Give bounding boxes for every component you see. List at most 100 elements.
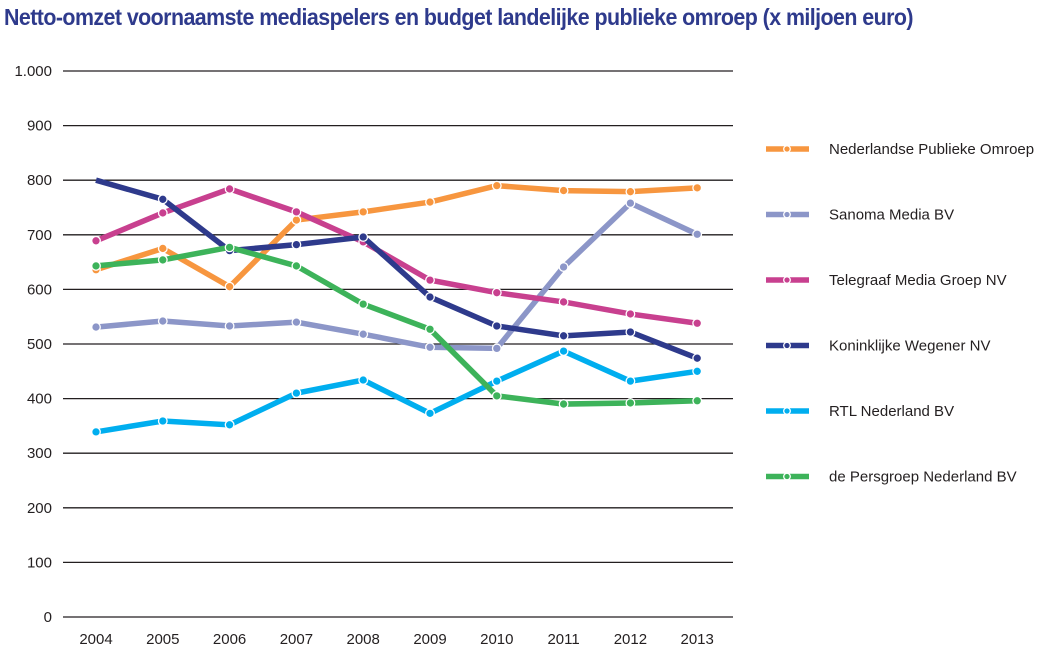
data-point xyxy=(558,346,569,357)
legend-item: Koninklijke Wegener NV xyxy=(766,338,990,355)
data-point xyxy=(692,182,703,193)
data-point xyxy=(358,232,369,242)
y-tick-label: 400 xyxy=(27,391,52,408)
series-line xyxy=(95,244,698,407)
data-point xyxy=(291,388,302,399)
data-point xyxy=(692,395,703,406)
data-point xyxy=(91,426,101,437)
series-nederlandse-publieke-omroep xyxy=(91,180,703,292)
legend-swatch-marker xyxy=(783,407,791,415)
series-line xyxy=(95,177,699,361)
data-point xyxy=(224,321,235,331)
legend-item: Nederlandse Publieke Omroep xyxy=(766,141,1034,158)
data-point xyxy=(224,183,235,194)
x-tick-label: 2005 xyxy=(146,631,179,648)
data-point xyxy=(224,419,235,430)
x-tick-label: 2011 xyxy=(547,631,579,648)
x-tick-label: 2012 xyxy=(614,631,647,648)
data-point xyxy=(425,342,435,353)
series-de-persgroep-nederland-bv xyxy=(91,242,703,410)
legend-item: Sanoma Media BV xyxy=(766,207,954,224)
legend-swatch-marker xyxy=(783,210,791,219)
x-tick-label: 2004 xyxy=(79,631,112,648)
legend-label: Koninklijke Wegener NV xyxy=(829,338,990,355)
data-point xyxy=(558,399,569,410)
x-tick-label: 2013 xyxy=(681,631,714,648)
y-tick-label: 700 xyxy=(27,227,52,244)
data-point xyxy=(625,398,636,408)
legend-swatch-marker xyxy=(783,276,791,284)
data-point xyxy=(558,330,569,341)
data-point xyxy=(291,260,302,271)
data-point xyxy=(625,186,636,197)
data-point xyxy=(491,376,502,387)
x-tick-label: 2008 xyxy=(347,631,380,648)
data-point xyxy=(358,375,369,385)
data-point xyxy=(692,318,703,329)
legend-swatch-marker xyxy=(783,145,791,153)
series-koninklijke-wegener-nv xyxy=(95,177,703,364)
series-line xyxy=(95,182,698,291)
data-point xyxy=(224,281,235,292)
data-point xyxy=(224,242,235,253)
y-tick-label: 600 xyxy=(27,281,52,298)
legend-swatch-marker xyxy=(783,341,791,350)
x-tick-label: 2007 xyxy=(280,631,313,648)
legend-item: Telegraaf Media Groep NV xyxy=(766,272,1007,289)
legend-item: de Persgroep Nederland BV xyxy=(766,469,1017,486)
data-point xyxy=(358,329,369,340)
data-point xyxy=(558,262,569,272)
legend-label: RTL Nederland BV xyxy=(829,403,954,420)
series-line xyxy=(95,199,699,352)
data-point xyxy=(625,327,636,337)
y-tick-label: 200 xyxy=(27,500,52,517)
data-point xyxy=(425,292,435,302)
y-tick-label: 800 xyxy=(27,172,52,189)
y-tick-label: 900 xyxy=(27,118,52,135)
series-line xyxy=(94,186,698,326)
data-point xyxy=(491,180,502,191)
x-axis-ticks: 2004 2005 2006 2007 2008 2009 2010 2011 2012 2013 xyxy=(79,631,714,648)
data-point xyxy=(692,353,703,364)
data-point xyxy=(157,208,168,218)
data-point xyxy=(358,299,369,310)
data-point xyxy=(91,260,101,271)
data-point xyxy=(91,322,101,333)
data-point xyxy=(425,275,435,286)
y-tick-label: 300 xyxy=(27,445,52,462)
x-tick-label: 2010 xyxy=(480,631,513,648)
data-point xyxy=(157,254,168,265)
chart-title: Netto-omzet voornaamste mediaspelers en … xyxy=(4,4,914,30)
x-tick-label: 2006 xyxy=(213,631,246,648)
data-point xyxy=(291,239,302,250)
legend-label: Telegraaf Media Groep NV xyxy=(829,272,1007,289)
data-point xyxy=(157,194,168,205)
y-tick-label: 500 xyxy=(27,336,52,353)
data-point xyxy=(491,321,502,331)
data-point xyxy=(625,309,636,319)
data-point xyxy=(491,287,502,298)
legend: Nederlandse Publieke Omroep Sanoma Media … xyxy=(766,141,1034,486)
legend-label: Nederlandse Publieke Omroep xyxy=(829,141,1034,158)
data-point xyxy=(425,408,435,419)
data-point xyxy=(358,206,369,217)
data-point xyxy=(692,229,703,240)
legend-label: de Persgroep Nederland BV xyxy=(829,469,1017,486)
data-point xyxy=(157,243,168,254)
data-point xyxy=(291,215,302,226)
legend-item: RTL Nederland BV xyxy=(766,403,954,420)
data-point xyxy=(558,297,569,307)
series-lines xyxy=(91,177,703,437)
series-rtl-nederland-bv xyxy=(91,346,703,437)
y-tick-label: 100 xyxy=(27,554,52,571)
y-tick-label: 1.000 xyxy=(14,63,52,80)
gridlines xyxy=(63,70,733,618)
x-tick-label: 2009 xyxy=(413,631,446,648)
series-sanoma-media-bv xyxy=(91,198,703,354)
data-point xyxy=(91,235,101,246)
data-point xyxy=(291,206,302,217)
data-point xyxy=(558,185,569,196)
data-point xyxy=(625,198,636,209)
data-point xyxy=(157,316,168,327)
